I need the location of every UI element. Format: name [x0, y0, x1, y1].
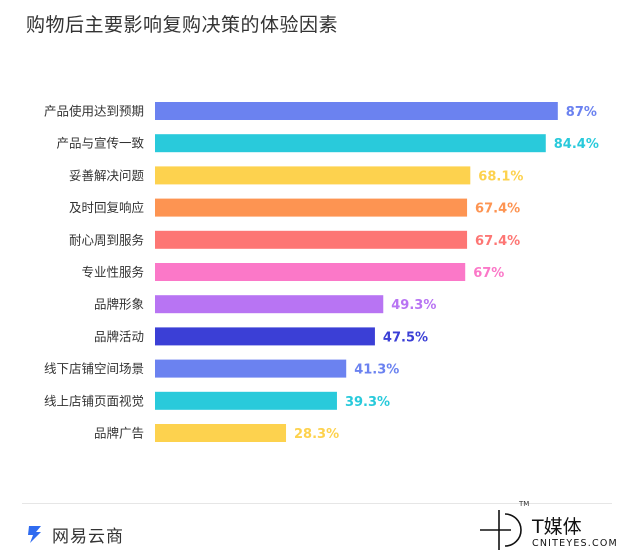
category-label: 耐心周到服务: [69, 232, 144, 247]
bar: [155, 102, 558, 120]
category-label: 线上店铺页面视觉: [44, 393, 144, 408]
chart-title: 购物后主要影响复购决策的体验因素: [26, 14, 339, 36]
category-label: 及时回复响应: [69, 200, 144, 215]
value-label: 67.4%: [475, 202, 520, 217]
trademark-mark: TM: [519, 500, 530, 508]
bar: [155, 295, 384, 314]
value-label: 47.5%: [383, 330, 428, 345]
value-label: 84.4%: [554, 137, 599, 152]
footer-divider: [22, 503, 612, 504]
value-label: 67.4%: [475, 234, 520, 249]
category-label: 产品使用达到预期: [44, 104, 144, 119]
bar: [155, 327, 375, 346]
value-label: 68.1%: [478, 169, 523, 184]
bar: [155, 391, 337, 410]
netease-yunshang-logo: 网易云商: [24, 520, 124, 548]
tmt-logo-icon: [480, 510, 522, 550]
bar: [155, 263, 466, 281]
category-label: 线下店铺空间场景: [44, 361, 144, 376]
value-label: 28.3%: [294, 427, 339, 442]
category-label: 专业性服务: [81, 265, 144, 280]
value-label: 49.3%: [391, 298, 436, 313]
category-label: 品牌形象: [94, 297, 144, 312]
bar: [155, 424, 287, 442]
left-logo-text: 网易云商: [52, 526, 124, 547]
bar-chart: 产品使用达到预期 87% 产品与宣传一致 84.4% 妥善解决问题 68.1% 及时回复响应…: [44, 102, 599, 442]
bar: [155, 134, 546, 153]
tmt-logo: TM T媒体 CNITEYES.COM: [478, 500, 628, 554]
value-label: 67%: [473, 266, 504, 281]
category-label: 品牌活动: [94, 329, 144, 344]
value-label: 87%: [566, 105, 597, 120]
category-label: 产品与宣传一致: [56, 136, 144, 151]
bar: [155, 198, 468, 217]
category-label: 品牌广告: [94, 426, 144, 441]
right-logo-text: T媒体: [532, 516, 582, 538]
bar: [155, 359, 347, 378]
netease-yunshang-logo-icon: [28, 526, 41, 543]
category-label: 妥善解决问题: [69, 168, 145, 183]
right-logo-domain: CNITEYES.COM: [532, 538, 618, 549]
bar: [155, 230, 468, 249]
value-label: 39.3%: [345, 395, 390, 410]
value-label: 41.3%: [354, 363, 399, 378]
bar: [155, 166, 471, 185]
